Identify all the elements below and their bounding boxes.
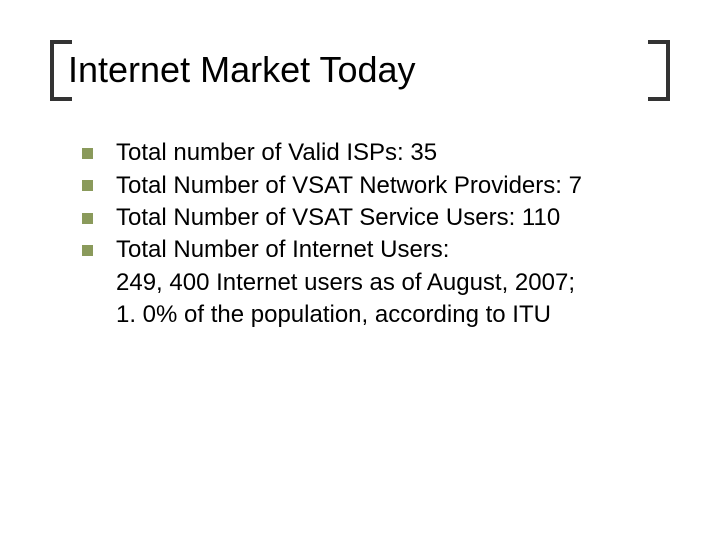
bullet-text: Total number of Valid ISPs: 35 — [116, 139, 437, 166]
list-item: Total Number of VSAT Service Users: 110 — [82, 202, 670, 234]
bullet-continuation: 1. 0% of the population, according to IT… — [116, 299, 670, 331]
bullet-square-icon — [82, 148, 93, 159]
slide: Internet Market Today Total number of Va… — [0, 0, 720, 540]
bullet-square-icon — [82, 180, 93, 191]
bullet-text: Total Number of VSAT Service Users: 110 — [116, 204, 560, 231]
bullet-text: Total Number of Internet Users: — [116, 236, 449, 263]
title-container: Internet Market Today — [50, 40, 670, 101]
list-item: Total Number of VSAT Network Providers: … — [82, 170, 670, 202]
bracket-right-icon — [648, 40, 670, 101]
bullet-square-icon — [82, 213, 93, 224]
slide-title: Internet Market Today — [68, 48, 652, 91]
bullet-continuation: 249, 400 Internet users as of August, 20… — [116, 267, 670, 299]
bullet-square-icon — [82, 245, 93, 256]
list-item: Total number of Valid ISPs: 35 — [82, 137, 670, 169]
list-item: Total Number of Internet Users: 249, 400… — [82, 234, 670, 331]
bullet-list: Total number of Valid ISPs: 35 Total Num… — [50, 137, 670, 331]
bullet-text: Total Number of VSAT Network Providers: … — [116, 172, 582, 199]
bracket-left-icon — [50, 40, 72, 101]
